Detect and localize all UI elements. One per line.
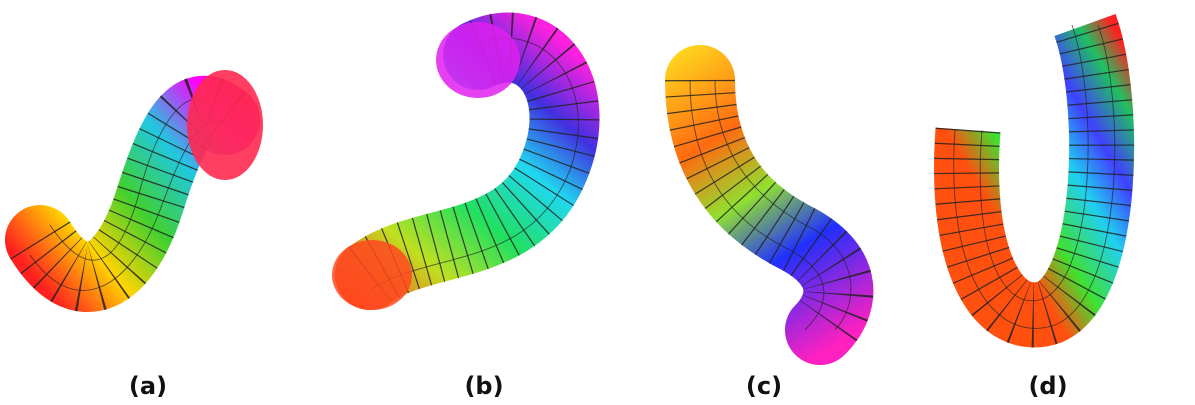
panel-label: (a) [129,372,167,400]
surface-shape [335,12,600,310]
surface-shape [979,24,1089,302]
surface-shape [665,78,874,355]
panel-label: (b) [464,372,503,400]
surface-b [332,12,600,310]
surface-shape [953,24,1116,329]
surface-shape [187,70,263,180]
surface-d [934,14,1135,348]
surface-a [5,70,263,312]
surface-shape [332,240,412,310]
surface-shape [369,37,579,291]
surface-c [665,45,874,365]
surface-shape [714,79,852,331]
panel-label: (c) [746,372,782,400]
surface-shape [49,98,211,261]
surface-shape [934,14,1135,348]
surface-shape [436,22,520,98]
surface-shape [689,79,825,331]
panel-label: (d) [1028,372,1067,400]
